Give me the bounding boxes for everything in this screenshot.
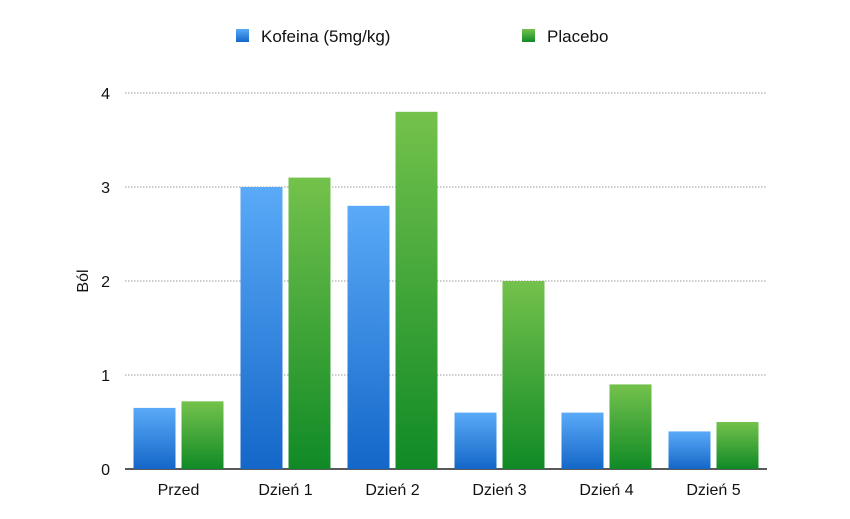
bar-kofeina-5 <box>668 431 711 469</box>
bar-placebo-5 <box>716 422 759 469</box>
x-tick-label: Dzień 4 <box>579 482 633 499</box>
bar-kofeina-3 <box>454 412 497 469</box>
x-tick-label: Dzień 3 <box>472 482 526 499</box>
x-tick-label: Przed <box>158 482 200 499</box>
legend-swatch-1 <box>522 29 535 42</box>
legend-label-0: Kofeina (5mg/kg) <box>261 27 390 46</box>
y-tick-label: 1 <box>101 368 110 385</box>
bar-kofeina-2 <box>347 205 390 470</box>
legend-label-1: Placebo <box>547 27 608 46</box>
y-tick-label: 4 <box>101 86 110 103</box>
bar-placebo-4 <box>609 384 652 469</box>
y-tick-label: 3 <box>101 180 110 197</box>
x-tick-label: Dzień 2 <box>365 482 419 499</box>
y-tick-label: 2 <box>101 274 110 291</box>
bar-placebo-2 <box>395 111 438 470</box>
bar-placebo-0 <box>181 401 224 469</box>
y-axis-label: Ból <box>75 269 92 292</box>
bar-kofeina-0 <box>133 407 176 469</box>
bar-placebo-1 <box>288 177 331 469</box>
bar-kofeina-4 <box>561 412 604 469</box>
x-tick-label: Dzień 1 <box>258 482 312 499</box>
legend-swatch-0 <box>236 29 249 42</box>
bar-placebo-3 <box>502 281 545 469</box>
y-tick-label: 0 <box>101 462 110 479</box>
x-tick-label: Dzień 5 <box>686 482 740 499</box>
bar-kofeina-1 <box>240 187 283 469</box>
